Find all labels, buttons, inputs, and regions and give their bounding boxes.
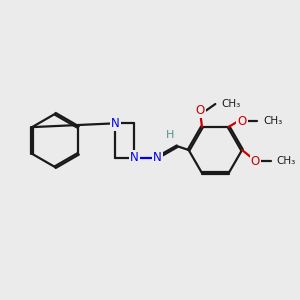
Text: N: N <box>111 117 120 130</box>
Text: O: O <box>196 104 205 117</box>
Text: H: H <box>167 130 175 140</box>
Text: N: N <box>153 151 162 164</box>
Text: N: N <box>130 151 139 164</box>
Text: O: O <box>251 155 260 168</box>
Text: CH₃: CH₃ <box>221 99 240 109</box>
Text: CH₃: CH₃ <box>263 116 282 126</box>
Text: CH₃: CH₃ <box>276 156 296 167</box>
Text: O: O <box>237 115 247 128</box>
